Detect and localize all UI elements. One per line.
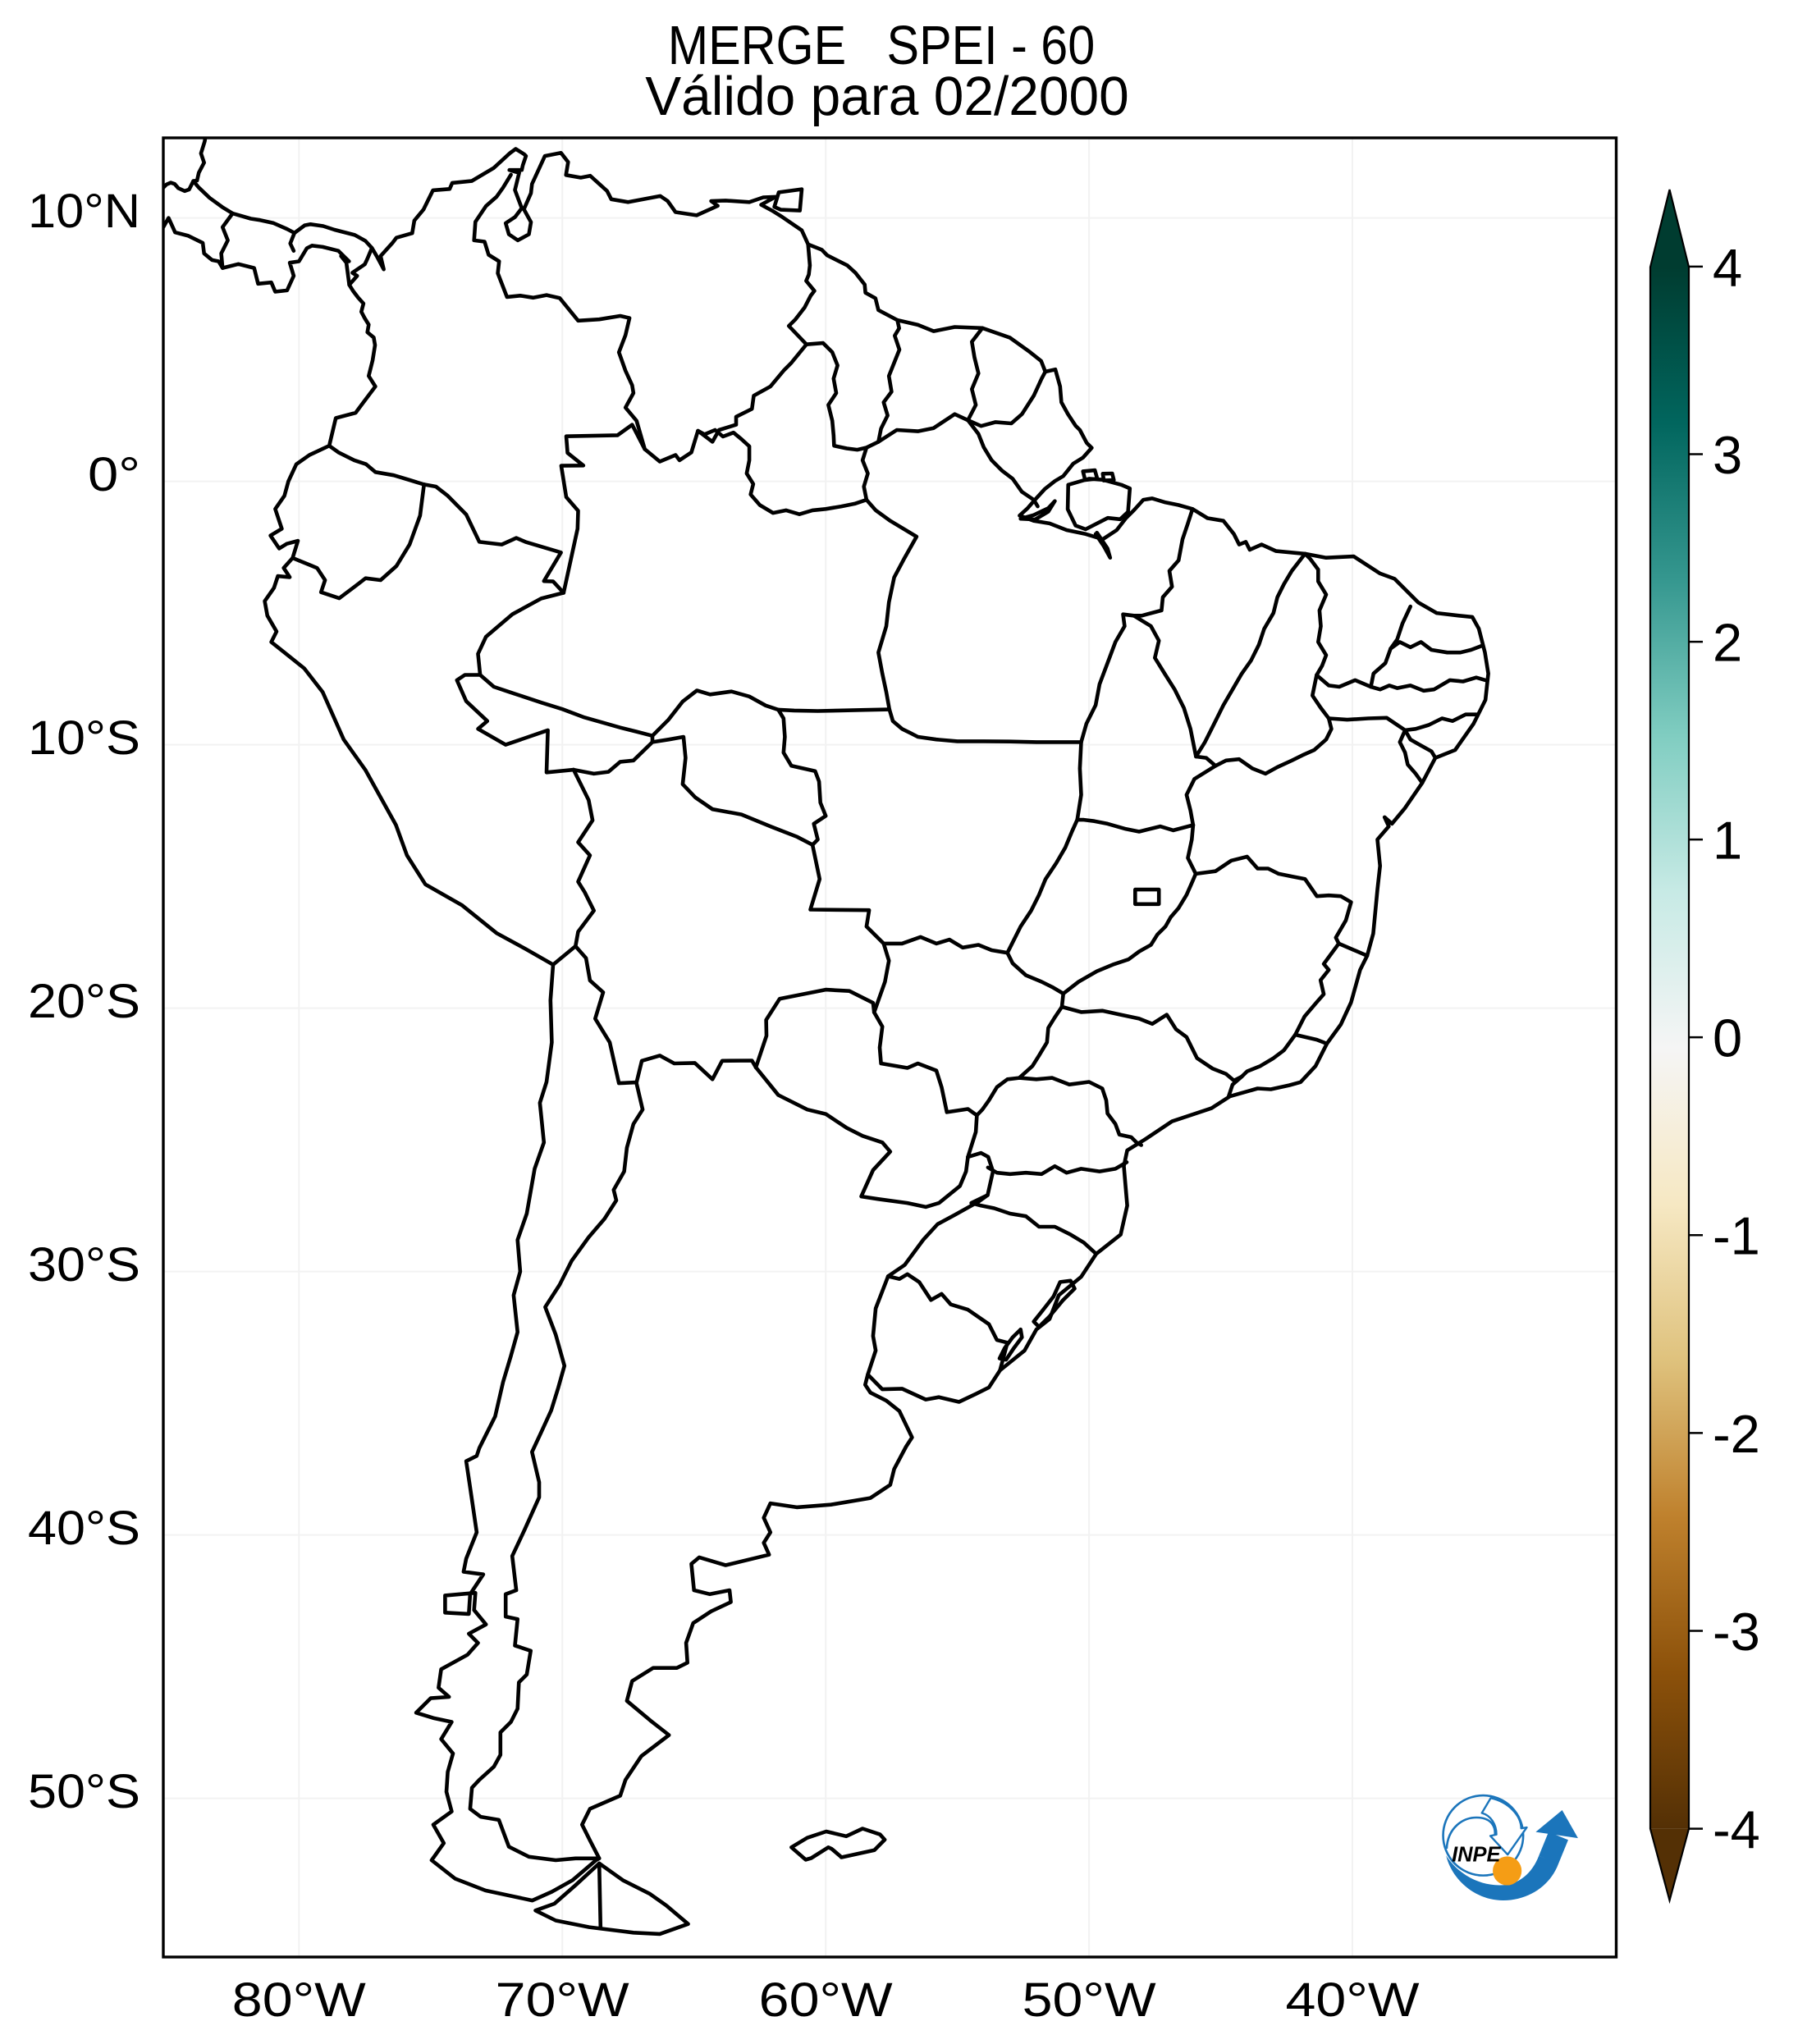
- svg-text:50°S: 50°S: [28, 1765, 140, 1818]
- svg-text:1: 1: [1713, 811, 1742, 871]
- svg-text:60°W: 60°W: [759, 1973, 893, 2027]
- svg-text:10°S: 10°S: [28, 711, 140, 765]
- svg-text:30°S: 30°S: [28, 1238, 140, 1292]
- svg-text:0: 0: [1713, 1008, 1742, 1068]
- svg-text:INPE: INPE: [1452, 1843, 1501, 1866]
- svg-text:50°W: 50°W: [1023, 1973, 1156, 2027]
- svg-text:80°W: 80°W: [232, 1973, 366, 2027]
- svg-text:-1: -1: [1713, 1206, 1760, 1266]
- svg-text:4: 4: [1713, 237, 1742, 297]
- svg-text:-2: -2: [1713, 1404, 1760, 1464]
- svg-text:-4: -4: [1713, 1799, 1760, 1859]
- svg-text:20°S: 20°S: [28, 975, 140, 1028]
- svg-text:Válido para 02/2000: Válido para 02/2000: [645, 66, 1129, 127]
- svg-text:40°W: 40°W: [1286, 1973, 1420, 2027]
- svg-text:0°: 0°: [88, 448, 140, 501]
- svg-text:40°S: 40°S: [28, 1502, 140, 1555]
- svg-text:2: 2: [1713, 613, 1742, 673]
- svg-text:10°N: 10°N: [28, 185, 140, 238]
- svg-text:70°W: 70°W: [496, 1973, 629, 2027]
- svg-text:-3: -3: [1713, 1602, 1760, 1662]
- svg-text:3: 3: [1713, 425, 1742, 485]
- svg-text:MERGE SPEI - 60: MERGE SPEI - 60: [668, 15, 1096, 76]
